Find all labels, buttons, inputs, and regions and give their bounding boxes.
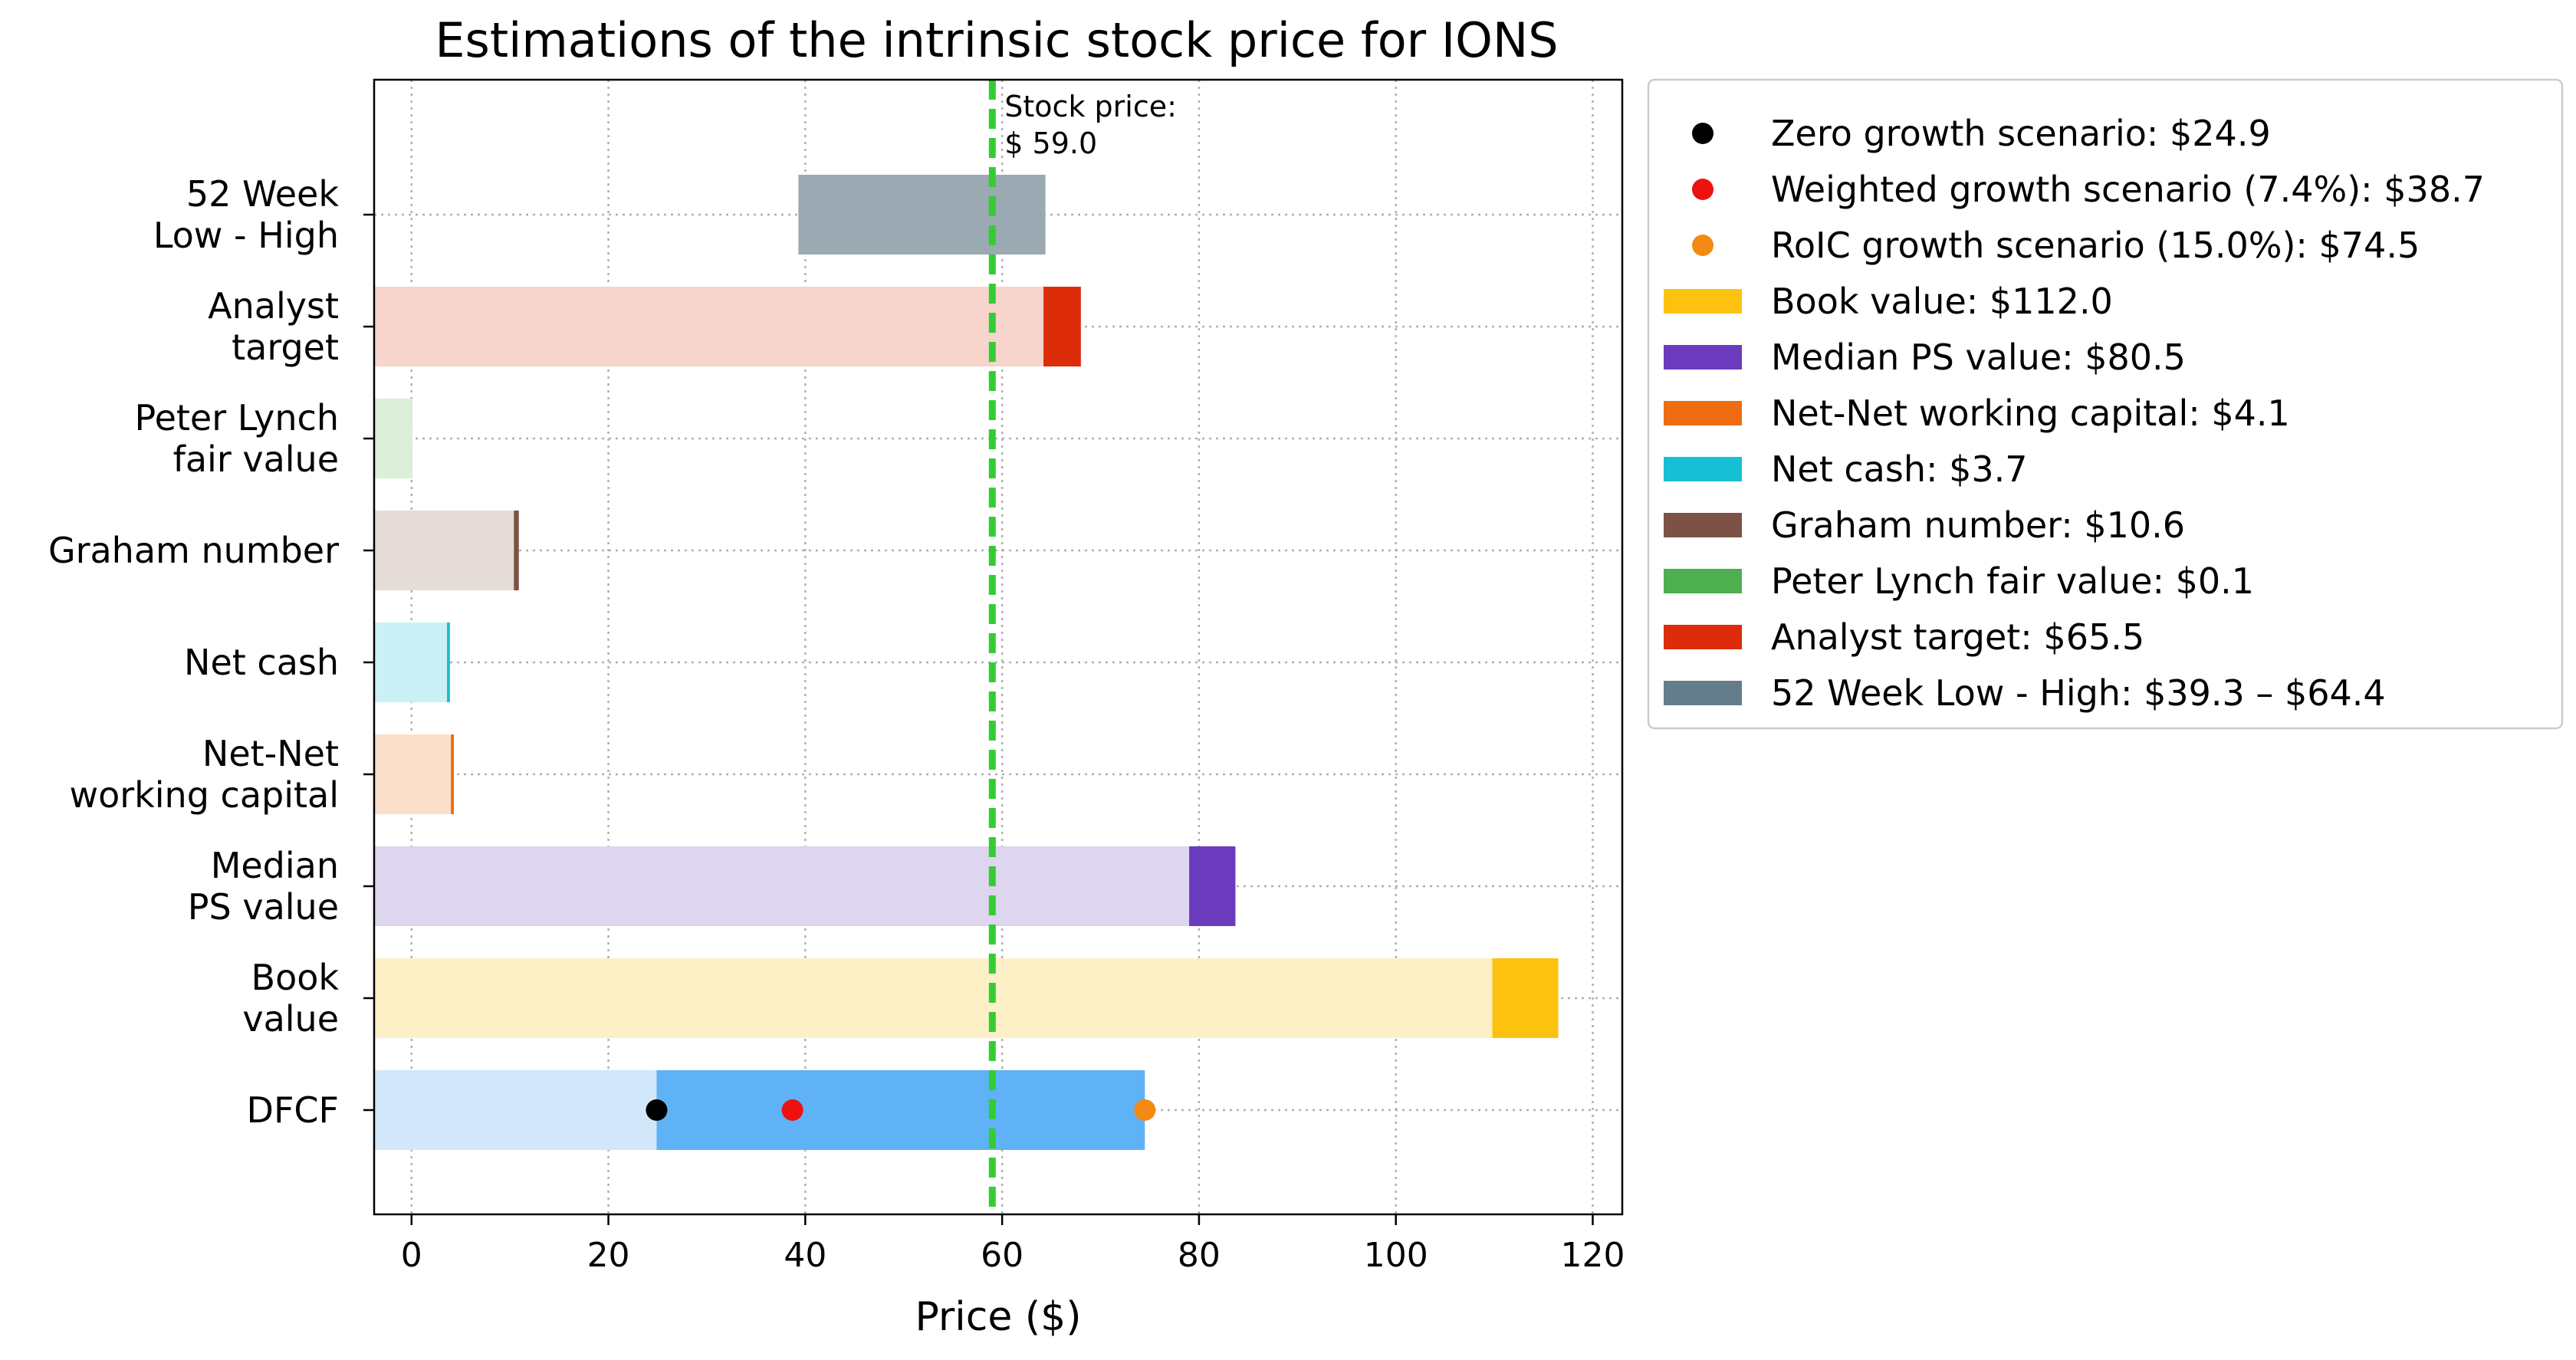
x-tick-label: 80 <box>1178 1236 1221 1275</box>
bar-lynch <box>374 399 413 478</box>
bar-book <box>374 958 1514 1038</box>
x-tick-label: 120 <box>1560 1236 1625 1275</box>
y-tick-label: working capital <box>69 774 339 816</box>
y-tick-label: Graham number <box>48 530 339 571</box>
bar-analyst <box>1043 287 1081 366</box>
y-tick-label: Net cash <box>184 642 339 683</box>
y-tick-label: Analyst <box>208 285 339 327</box>
y-tick-label: Low - High <box>153 215 339 256</box>
legend-label: Median PS value: $80.5 <box>1771 337 2186 378</box>
bar-netcash <box>374 623 449 702</box>
y-tick-label: target <box>232 327 339 368</box>
chart-title: Estimations of the intrinsic stock price… <box>435 12 1558 68</box>
legend-swatch <box>1664 681 1742 705</box>
legend-swatch <box>1664 513 1742 537</box>
x-tick-label: 60 <box>981 1236 1024 1275</box>
x-tick-label: 40 <box>784 1236 826 1275</box>
x-tick-label: 20 <box>587 1236 630 1275</box>
legend-label: Graham number: $10.6 <box>1771 504 2185 546</box>
x-tick-label: 0 <box>401 1236 422 1275</box>
stock-price-line: Stock price:$ 59.0 <box>988 80 1177 1214</box>
bar-dfcf <box>374 1070 657 1150</box>
y-tick-label: Median <box>211 845 339 886</box>
bar-netcash <box>447 623 450 702</box>
bar-52w <box>798 175 1046 255</box>
legend-swatch <box>1664 457 1742 481</box>
legend-swatch <box>1664 625 1742 649</box>
legend-label: Net-Net working capital: $4.1 <box>1771 393 2290 434</box>
bar-analyst <box>374 287 1056 366</box>
plot-frame <box>373 78 1624 1216</box>
legend-swatch <box>1664 345 1742 370</box>
y-tick-label: Peter Lynch <box>135 397 340 439</box>
y-tick-label: DFCF <box>247 1089 339 1131</box>
legend-label: Net cash: $3.7 <box>1771 448 2028 490</box>
legend-label: Weighted growth scenario (7.4%): $38.7 <box>1771 169 2485 210</box>
y-tick-label: value <box>242 998 339 1040</box>
bar-book <box>1492 958 1559 1038</box>
point-roic <box>1134 1099 1156 1121</box>
legend-marker <box>1692 123 1714 144</box>
bar-ncav <box>451 734 454 814</box>
legend-label: Book value: $112.0 <box>1771 281 2113 322</box>
legend-marker <box>1692 179 1714 200</box>
legend-label: 52 Week Low - High: $39.3 – $64.4 <box>1771 672 2386 714</box>
point-zero <box>646 1099 668 1121</box>
x-axis-label: Price ($) <box>915 1294 1081 1340</box>
y-tick-label: Net-Net <box>202 733 339 774</box>
legend-swatch <box>1664 569 1742 593</box>
x-tick-label: 100 <box>1364 1236 1428 1275</box>
bar-dfcf <box>656 1070 1145 1150</box>
bar-ps <box>1189 846 1236 926</box>
legend-box <box>1647 78 2564 730</box>
bar-graham <box>374 511 516 590</box>
legend-marker <box>1692 235 1714 256</box>
bar-ncav <box>374 734 452 814</box>
bars <box>374 175 1559 1150</box>
legend-label: Zero growth scenario: $24.9 <box>1771 113 2271 154</box>
legend-label: Peter Lynch fair value: $0.1 <box>1771 560 2254 602</box>
y-tick-label: fair value <box>173 439 339 480</box>
bar-graham <box>514 511 519 590</box>
legend-swatch <box>1664 289 1742 314</box>
x-axis: 0 20 40 60 80 100 120 <box>401 1214 1625 1275</box>
stock-price-label: Stock price: <box>1004 90 1177 123</box>
y-tick-label: Book <box>251 957 340 998</box>
point-weighted <box>781 1099 803 1121</box>
legend-label: Analyst target: $65.5 <box>1771 616 2144 658</box>
legend: Zero growth scenario: $24.9 Weighted grow… <box>1647 78 2564 730</box>
stock-price-value-label: $ 59.0 <box>1004 126 1097 160</box>
y-tick-label: PS value <box>188 886 339 928</box>
legend-label: RoIC growth scenario (15.0%): $74.5 <box>1771 225 2420 266</box>
legend-swatch <box>1664 401 1742 425</box>
bar-ps <box>374 846 1204 926</box>
y-tick-label: 52 Week <box>186 173 340 215</box>
points <box>646 1099 1156 1121</box>
